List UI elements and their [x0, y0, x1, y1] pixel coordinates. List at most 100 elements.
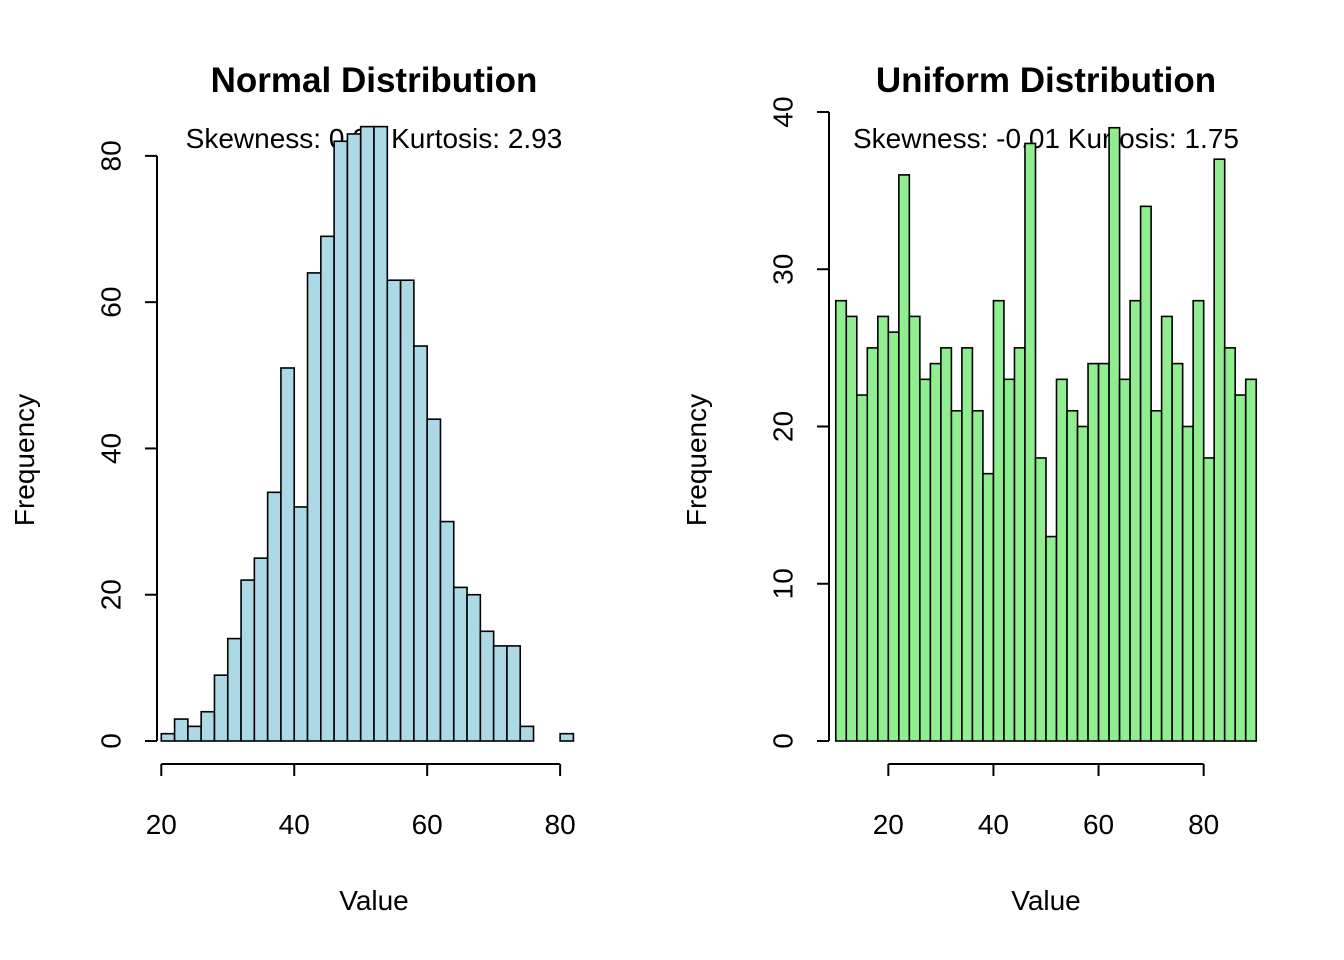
uniform-bar — [1181, 425, 1194, 742]
normal-x-tick-label: 60 — [412, 809, 443, 840]
uniform-bar — [887, 331, 900, 742]
uniform-x-tick-label: 80 — [1188, 809, 1219, 840]
uniform-bar — [834, 299, 848, 742]
uniform-bar — [1076, 425, 1089, 742]
uniform-bar — [898, 174, 911, 742]
uniform-histogram-panel: Uniform Distribution Skewness: -0.01 Kur… — [681, 61, 1258, 916]
uniform-bar — [950, 409, 963, 742]
uniform-bar — [1244, 378, 1258, 742]
normal-bar — [359, 125, 375, 742]
uniform-bar — [1213, 158, 1226, 742]
normal-bar — [253, 557, 269, 742]
normal-bar — [559, 732, 575, 742]
normal-bar — [466, 593, 482, 742]
uniform-bar — [855, 394, 869, 742]
normal-x-tick-label: 20 — [146, 809, 177, 840]
normal-y-tick-label: 80 — [96, 140, 127, 171]
normal-bar — [373, 125, 389, 742]
uniform-bar — [992, 299, 1005, 742]
normal-y-tick-label: 20 — [96, 579, 127, 610]
normal-y-axis-label: Frequency — [9, 394, 40, 526]
normal-bar — [519, 725, 535, 742]
uniform-bar — [971, 409, 984, 742]
normal-bar — [240, 579, 256, 742]
uniform-chart-title: Uniform Distribution — [876, 61, 1216, 100]
uniform-x-tick-label: 40 — [978, 809, 1009, 840]
uniform-y-tick-label: 30 — [768, 254, 799, 285]
uniform-x-axis-label: Value — [1011, 885, 1081, 916]
normal-bar — [492, 645, 508, 742]
uniform-bar — [961, 347, 974, 742]
normal-bar — [399, 279, 415, 742]
normal-bar — [320, 235, 335, 742]
uniform-bar — [1171, 362, 1184, 742]
normal-bar — [506, 645, 522, 742]
normal-bar — [333, 140, 349, 742]
normal-histogram-panel: Normal Distribution Skewness: 0.07 Kurto… — [9, 61, 576, 916]
normal-y-tick-label: 60 — [96, 287, 127, 318]
uniform-x-tick-label: 60 — [1083, 809, 1114, 840]
uniform-y-tick-label: 20 — [768, 411, 799, 442]
uniform-y-tick-label: 40 — [768, 96, 799, 127]
normal-bar — [200, 710, 216, 742]
normal-bar — [280, 367, 296, 742]
normal-bar — [226, 637, 242, 742]
normal-bar — [160, 732, 176, 742]
normal-bar — [426, 418, 442, 742]
normal-y-tick-label: 40 — [96, 433, 127, 464]
normal-bar — [266, 491, 282, 742]
normal-bars — [160, 125, 575, 742]
uniform-bar — [1223, 347, 1237, 742]
normal-axes: 20 40 60 80 0 20 40 60 80 — [96, 140, 576, 840]
uniform-bar — [1118, 378, 1131, 742]
normal-bar — [173, 718, 189, 742]
uniform-bar — [1192, 299, 1205, 742]
uniform-y-tick-label: 0 — [768, 733, 799, 749]
uniform-bar — [877, 315, 890, 742]
uniform-bar — [1202, 457, 1215, 742]
uniform-bar — [1160, 315, 1173, 742]
uniform-bar — [908, 315, 921, 742]
uniform-axes: 20 40 60 80 0 10 20 30 40 — [768, 96, 1220, 840]
normal-bar — [386, 279, 402, 742]
uniform-bar — [1055, 378, 1068, 742]
normal-bar — [413, 345, 428, 742]
uniform-bar — [940, 347, 953, 742]
uniform-bar — [1234, 394, 1247, 742]
normal-bar — [306, 272, 322, 742]
uniform-bar — [1024, 142, 1037, 742]
uniform-bar — [919, 378, 932, 742]
uniform-bar — [1045, 535, 1058, 742]
normal-bar — [213, 674, 229, 742]
uniform-y-tick-label: 10 — [768, 568, 799, 599]
uniform-bar — [1087, 362, 1100, 742]
uniform-bar — [1013, 347, 1026, 742]
uniform-chart-subtitle: Skewness: -0.01 Kurtosis: 1.75 — [853, 123, 1239, 154]
normal-bar — [479, 630, 495, 742]
uniform-bar — [1139, 205, 1152, 742]
uniform-bar — [1097, 362, 1110, 742]
normal-chart-title: Normal Distribution — [211, 61, 538, 100]
uniform-bar — [1066, 409, 1079, 742]
uniform-bar — [1034, 457, 1047, 742]
uniform-x-tick-label: 20 — [873, 809, 904, 840]
normal-bar — [439, 520, 455, 742]
uniform-bar — [1129, 299, 1142, 742]
uniform-bar — [982, 472, 995, 742]
normal-y-tick-label: 0 — [96, 733, 127, 749]
normal-x-axis-label: Value — [339, 885, 409, 916]
normal-bar — [452, 586, 468, 742]
uniform-bar — [845, 315, 858, 742]
normal-bar — [293, 506, 309, 742]
uniform-bar — [1150, 409, 1163, 742]
uniform-bar — [1108, 126, 1121, 742]
normal-bar — [187, 725, 202, 742]
uniform-bars — [834, 126, 1258, 742]
uniform-bar — [866, 347, 879, 742]
uniform-y-axis-label: Frequency — [681, 394, 712, 526]
normal-x-tick-label: 80 — [545, 809, 576, 840]
normal-bar — [346, 133, 362, 742]
uniform-bar — [1003, 378, 1016, 742]
uniform-bar — [929, 362, 942, 742]
